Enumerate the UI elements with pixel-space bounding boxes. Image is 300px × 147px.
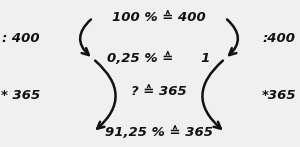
Text: * 365: * 365	[2, 89, 40, 102]
Text: :400: :400	[262, 32, 296, 45]
Text: 0,25 % ≙      1: 0,25 % ≙ 1	[107, 52, 211, 65]
Text: ? ≙ 365: ? ≙ 365	[131, 85, 187, 98]
Text: 91,25 % ≙ 365: 91,25 % ≙ 365	[105, 126, 213, 139]
Text: 100 % ≙ 400: 100 % ≙ 400	[112, 11, 206, 24]
Text: *365: *365	[262, 89, 296, 102]
Text: : 400: : 400	[2, 32, 40, 45]
